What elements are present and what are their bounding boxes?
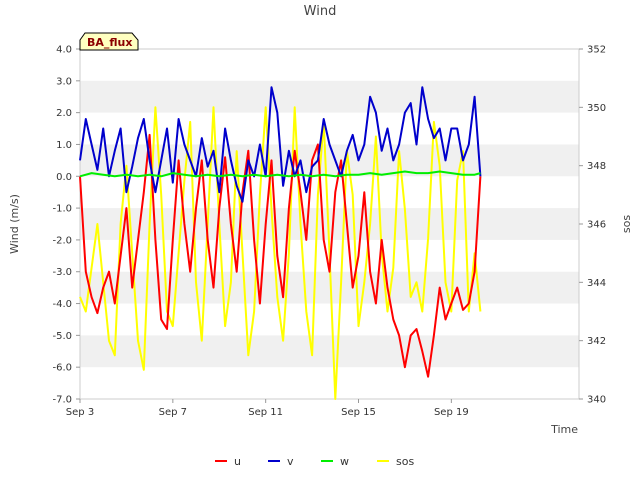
legend-item-sos: sos — [377, 455, 414, 468]
series-layer — [79, 86, 482, 400]
y2-tick-label: 348 — [587, 161, 606, 172]
y-axis-title: Wind (m/s) — [8, 194, 21, 254]
legend-label-sos: sos — [396, 455, 414, 468]
badge-shape — [79, 32, 139, 51]
legend: u v w sos — [215, 455, 414, 468]
chart-title: Wind — [304, 4, 337, 19]
y-tick-label: 1.0 — [56, 140, 72, 151]
y-tick-label: -6.0 — [52, 363, 72, 374]
y2-axis-title: sos — [620, 215, 633, 233]
grid-band — [80, 144, 579, 177]
x-tick-label: Sep 7 — [159, 407, 187, 418]
grid-band — [80, 80, 579, 113]
x-axis-ticks: Sep 3 Sep 7 Sep 11 Sep 15 Sep 19 — [66, 399, 469, 418]
legend-label-u: u — [234, 455, 241, 468]
y2-tick-label: 344 — [587, 278, 606, 289]
legend-item-v: v — [268, 455, 294, 468]
badge-label: BA_flux — [87, 36, 132, 49]
x-tick-label: Sep 11 — [248, 407, 283, 418]
y2-tick-label: 340 — [587, 395, 606, 406]
badge: BA_flux — [79, 32, 139, 51]
grid-band — [80, 335, 579, 368]
y-tick-label: 4.0 — [56, 45, 72, 56]
y2-tick-label: 352 — [587, 45, 606, 56]
x-axis-title: Time — [550, 423, 578, 436]
y-tick-label: -5.0 — [52, 331, 72, 342]
y-axis-ticks: -7.0 -6.0 -5.0 -4.0 -3.0 -2.0 -1.0 0.0 1.0 2.0 3.0… — [52, 45, 80, 406]
background-bands — [80, 80, 579, 368]
series-line-sos — [79, 106, 482, 400]
series-line-u — [79, 133, 482, 378]
legend-item-w: w — [321, 455, 349, 468]
legend-label-v: v — [287, 455, 294, 468]
y-tick-label: 0.0 — [56, 172, 72, 183]
legend-label-w: w — [340, 455, 349, 468]
y-tick-label: -2.0 — [52, 235, 72, 246]
y-tick-label: -4.0 — [52, 299, 72, 310]
y2-axis-ticks: 340 342 344 346 348 350 352 — [579, 45, 606, 406]
y2-tick-label: 342 — [587, 336, 606, 347]
y-tick-label: 3.0 — [56, 76, 72, 87]
x-tick-label: Sep 19 — [434, 407, 469, 418]
series-line-v — [79, 86, 482, 203]
series-line-w — [79, 170, 481, 178]
legend-item-u: u — [215, 455, 241, 468]
y-tick-label: -7.0 — [52, 395, 72, 406]
x-tick-label: Sep 3 — [66, 407, 94, 418]
y-tick-label: -3.0 — [52, 267, 72, 278]
y2-tick-label: 350 — [587, 103, 606, 114]
y-tick-label: 2.0 — [56, 108, 72, 119]
x-tick-label: Sep 15 — [341, 407, 376, 418]
y2-tick-label: 346 — [587, 220, 606, 231]
y-tick-label: -1.0 — [52, 204, 72, 215]
